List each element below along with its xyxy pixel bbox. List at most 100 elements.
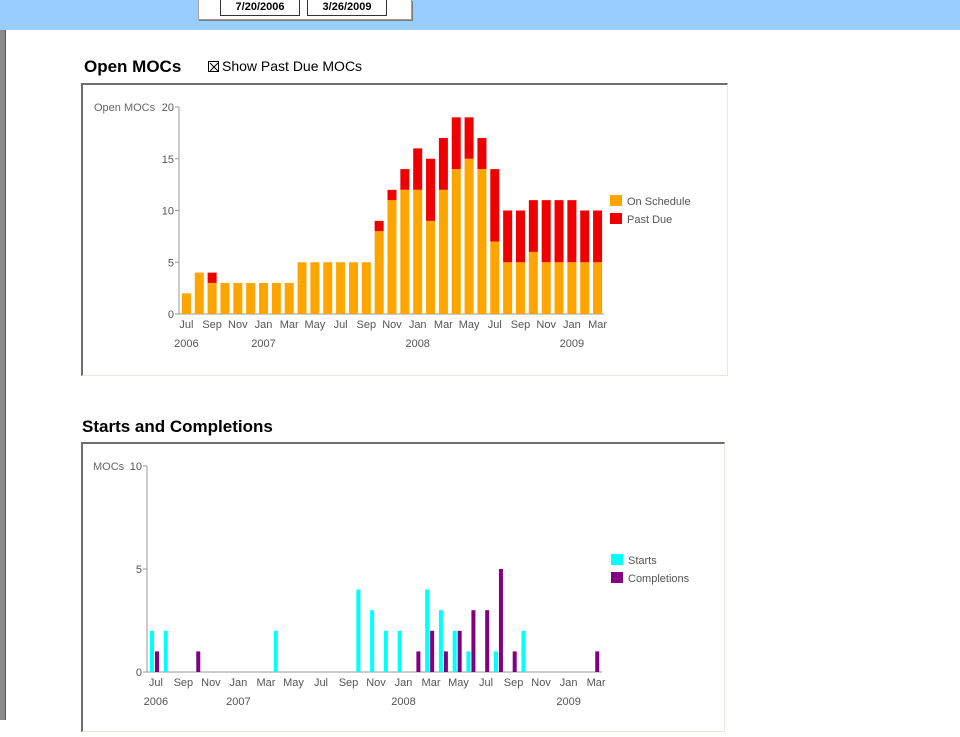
bar-past-due: [464, 117, 474, 159]
bar-on-schedule: [580, 262, 590, 314]
bar-on-schedule: [297, 262, 307, 314]
bar-past-due: [515, 210, 525, 263]
bar-on-schedule: [387, 200, 397, 314]
y-tick-label: 0: [136, 667, 142, 679]
x-tick-label: Sep: [202, 319, 222, 331]
bar-completions: [485, 610, 490, 672]
legend-label: Starts: [628, 555, 657, 567]
x-tick-label: Mar: [587, 677, 606, 689]
x-tick-label: Jan: [563, 319, 581, 331]
legend-swatch: [610, 213, 622, 224]
bar-starts: [383, 630, 388, 672]
show-past-due-toggle[interactable]: Show Past Due MOCs: [208, 58, 362, 74]
x-tick-label: Jan: [230, 677, 248, 689]
starts-completions-title: Starts and Completions: [82, 417, 273, 436]
x-tick-label: May: [305, 319, 326, 331]
starts-completions-chart-panel: 0 5 10 MOCs Jul Sep Nov Jan Mar May Jul Sep Nov Jan Ma…: [81, 442, 725, 732]
bar-on-schedule: [194, 272, 204, 314]
bar-starts: [452, 630, 457, 672]
x-tick-label: May: [448, 677, 469, 689]
bar-completions: [512, 651, 517, 672]
x-tick-label: Jul: [334, 319, 348, 331]
legend-swatch: [611, 572, 623, 583]
bar-completions: [471, 610, 476, 672]
x-tick-label: Jul: [149, 677, 163, 689]
bar-past-due: [413, 148, 423, 190]
bar-on-schedule: [438, 189, 448, 314]
bar-on-schedule: [400, 189, 410, 314]
x-tick-label: Sep: [511, 319, 531, 331]
x-year-label: 2008: [405, 338, 429, 350]
show-past-due-checkbox[interactable]: [208, 60, 219, 72]
legend-swatch: [611, 554, 623, 565]
bar-starts: [163, 630, 168, 672]
bar-starts: [466, 651, 471, 672]
x-year-label: 2006: [144, 696, 168, 708]
x-tick-label: Jul: [488, 319, 502, 331]
x-tick-label: Nov: [228, 319, 248, 331]
bar-on-schedule: [323, 262, 333, 314]
bar-past-due: [477, 138, 487, 170]
end-date-field[interactable]: 3/26/2009: [307, 0, 387, 16]
bar-on-schedule: [567, 262, 577, 314]
bar-on-schedule: [348, 262, 358, 314]
checkmark-x-icon: [209, 62, 219, 71]
bar-past-due: [503, 210, 513, 263]
bar-past-due: [451, 117, 461, 170]
x-tick-label: Sep: [504, 677, 524, 689]
bar-starts: [397, 630, 402, 672]
bar-on-schedule: [271, 282, 281, 314]
bar-past-due: [593, 210, 603, 263]
x-tick-label: Jan: [395, 677, 413, 689]
bar-starts: [521, 630, 526, 672]
bar-past-due: [541, 200, 551, 263]
bar-on-schedule: [515, 262, 525, 314]
legend-label: Past Due: [627, 214, 672, 226]
y-tick-label: 5: [136, 564, 142, 576]
bar-starts: [356, 589, 361, 672]
legend-label: Completions: [628, 573, 690, 585]
bar-past-due: [400, 169, 410, 190]
x-tick-label: Jul: [179, 319, 193, 331]
x-year-label: 2007: [251, 338, 275, 350]
x-tick-label: Mar: [422, 677, 441, 689]
bar-on-schedule: [554, 262, 564, 314]
open-mocs-chart: 0 5 10 15 20 Open MOCs Jul Sep Nov Jan Mar May Jul Se…: [94, 102, 691, 350]
bar-on-schedule: [374, 231, 384, 314]
x-tick-label: Jul: [479, 677, 493, 689]
bar-on-schedule: [593, 262, 603, 314]
x-tick-label: Nov: [382, 319, 402, 331]
bar-on-schedule: [426, 220, 436, 314]
bar-completions: [155, 651, 159, 672]
y-tick-label: 20: [162, 102, 174, 114]
bar-on-schedule: [451, 169, 461, 314]
y-axis-label: MOCs: [93, 461, 125, 473]
x-tick-label: Mar: [280, 319, 299, 331]
bar-on-schedule: [220, 282, 230, 314]
bar-on-schedule: [336, 262, 346, 314]
x-year-label: 2007: [226, 696, 250, 708]
bar-completions: [416, 651, 421, 672]
bar-starts: [273, 630, 278, 672]
bar-completions: [196, 651, 201, 672]
bar-on-schedule: [259, 282, 269, 314]
window-left-edge: [0, 30, 6, 720]
x-tick-label: Sep: [357, 319, 377, 331]
bar-past-due: [554, 200, 564, 263]
legend-swatch: [610, 195, 622, 206]
x-tick-label: Nov: [366, 677, 386, 689]
x-tick-label: Sep: [174, 677, 194, 689]
x-tick-label: May: [459, 319, 480, 331]
bar-past-due: [438, 138, 448, 190]
x-tick-label: Nov: [201, 677, 221, 689]
x-tick-label: Jul: [314, 677, 328, 689]
y-tick-label: 5: [168, 257, 174, 269]
bar-on-schedule: [503, 262, 513, 314]
start-date-field[interactable]: 7/20/2006: [220, 0, 300, 16]
bar-completions: [595, 651, 600, 672]
bar-past-due: [580, 210, 590, 263]
bar-past-due: [387, 189, 397, 201]
bar-on-schedule: [310, 262, 320, 314]
y-tick-label: 15: [162, 154, 174, 166]
open-mocs-chart-panel: 0 5 10 15 20 Open MOCs Jul Sep Nov Jan Mar May Jul Se…: [81, 83, 728, 376]
